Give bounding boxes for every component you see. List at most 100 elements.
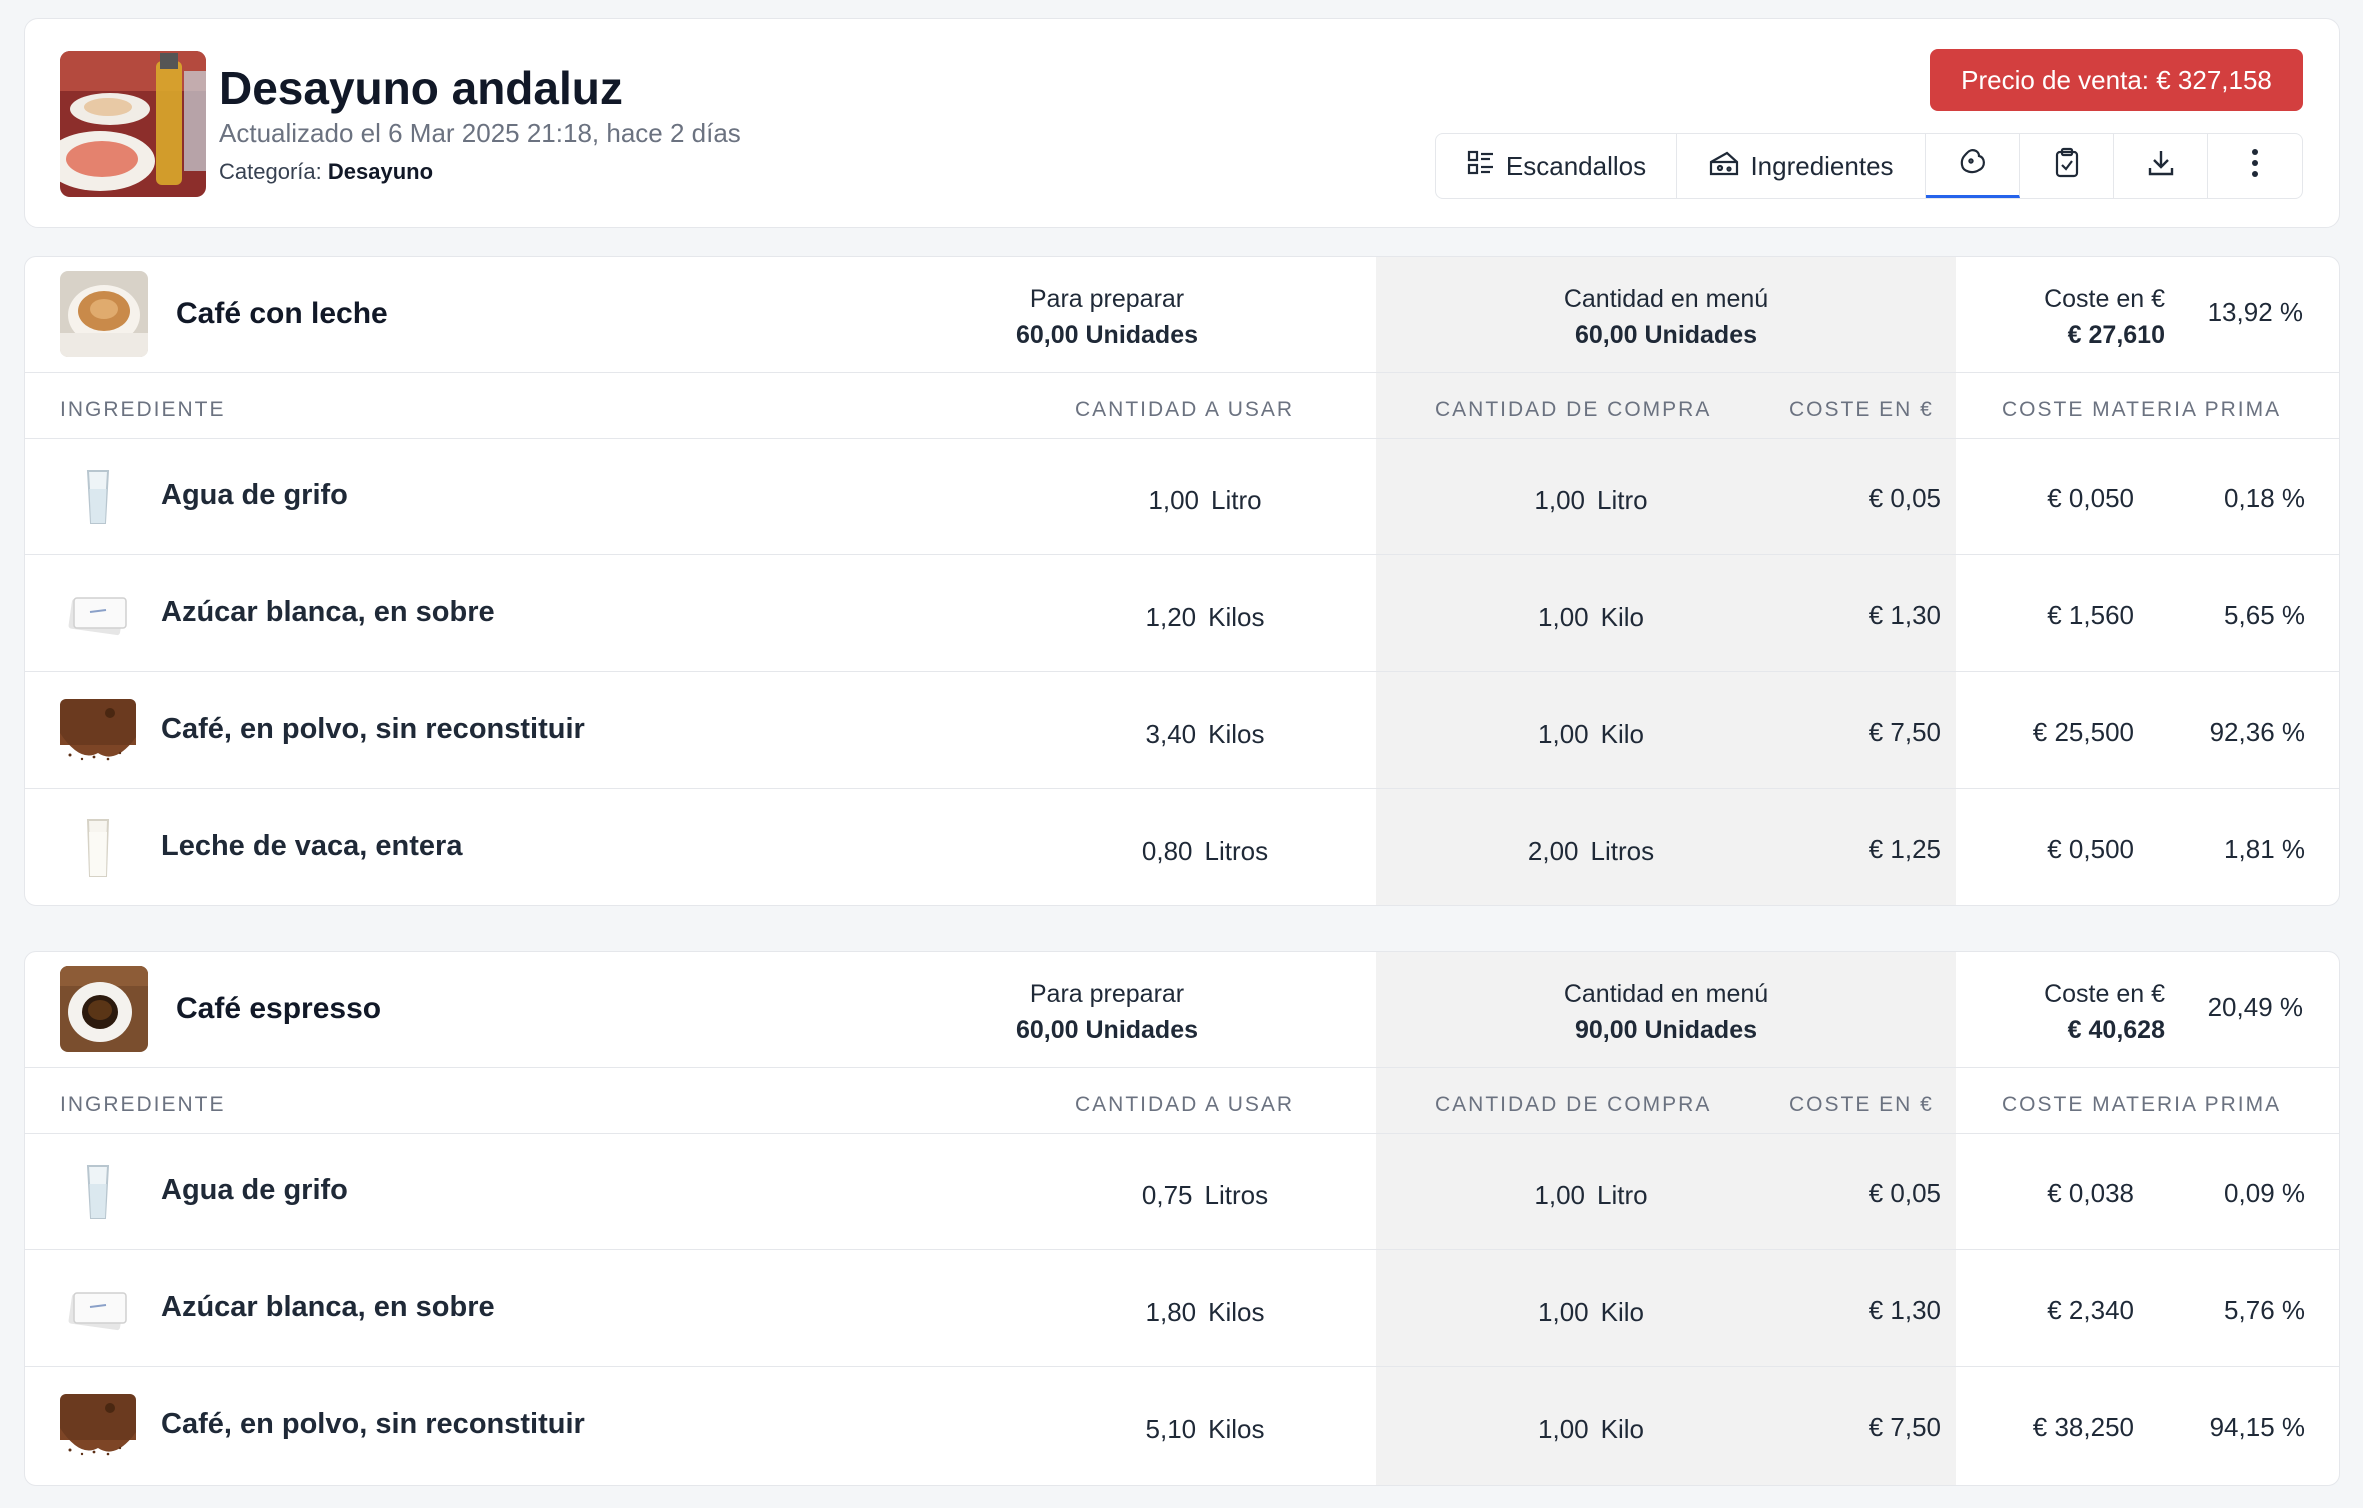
ingredient-row[interactable]: Azúcar blanca, en sobre 1,80 Kilos 1,00 Kilo…	[25, 1251, 2339, 1367]
use-quantity: 5,10 Kilos	[1105, 1414, 1305, 1445]
prep-value: 60,00 Unidades	[1015, 1016, 1199, 1044]
escandallos-label: Escandallos	[1505, 150, 1647, 181]
ingredient-row[interactable]: Café, en polvo, sin reconstituir 3,40 Kilo…	[25, 673, 2339, 789]
col-ingrediente: INGREDIENTE	[60, 398, 226, 421]
buy-quantity: 1,00 Kilo	[1491, 719, 1691, 750]
menu-quantity: Cantidad en menú 60,00 Unidades	[1516, 281, 1816, 353]
buy-qty-value: 1,00	[1538, 1297, 1589, 1327]
cost-label: Coste en €	[2044, 285, 2165, 313]
buy-qty-value: 1,00	[1538, 719, 1589, 749]
raw-material-cost: € 0,050	[2047, 483, 2134, 513]
buy-qty-unit: Litro	[1597, 1180, 1648, 1210]
allergens-tab[interactable]	[1926, 134, 2020, 198]
clipboard-button[interactable]	[2020, 134, 2114, 198]
download-button[interactable]	[2114, 134, 2208, 198]
ingredientes-label: Ingredientes	[1750, 150, 1894, 181]
col-coste: COSTE EN €	[1789, 398, 1934, 421]
recipe-percentage: 13,92 %	[2207, 297, 2303, 327]
buy-qty-value: 1,00	[1534, 485, 1586, 515]
menu-value: 90,00 Unidades	[1574, 1016, 1758, 1044]
use-qty-value: 1,20	[1145, 602, 1197, 632]
escandallos-button[interactable]: Escandallos	[1436, 134, 1677, 198]
menu-quantity: Cantidad en menú 90,00 Unidades	[1516, 976, 1816, 1048]
recipe-name: Café con leche	[176, 297, 388, 330]
col-coste: COSTE EN €	[1789, 1093, 1934, 1116]
use-quantity: 0,80 Litros	[1105, 836, 1305, 867]
raw-material-cost: € 2,340	[2047, 1295, 2134, 1325]
ingredientes-button[interactable]: Ingredientes	[1677, 134, 1926, 198]
milk-glass-icon	[60, 810, 136, 886]
recipe-cost: Coste en € € 40,628	[1965, 976, 2165, 1048]
buy-qty-value: 1,00	[1538, 1414, 1589, 1444]
sale-price-button[interactable]: Precio de venta: € 327,158	[1930, 49, 2303, 111]
ingredient-name: Azúcar blanca, en sobre	[161, 596, 495, 628]
prep-quantity: Para preparar 60,00 Unidades	[957, 281, 1257, 353]
recipe-summary-row[interactable]: Café espresso Para preparar 60,00 Unidad…	[25, 952, 2339, 1068]
ingredient-name: Café, en polvo, sin reconstituir	[161, 1408, 585, 1440]
prep-quantity: Para preparar 60,00 Unidades	[957, 976, 1257, 1048]
col-cantidad-compra: CANTIDAD DE COMPRA	[1435, 398, 1712, 421]
unit-cost: € 0,05	[1868, 1178, 1941, 1208]
cost-percentage: 0,09 %	[2224, 1178, 2305, 1208]
buy-quantity: 1,00 Kilo	[1491, 1414, 1691, 1445]
ingredient-row[interactable]: Azúcar blanca, en sobre 1,20 Kilos 1,00 Kilo…	[25, 556, 2339, 672]
download-icon	[2146, 148, 2176, 185]
buy-qty-unit: Litros	[1590, 836, 1655, 866]
use-qty-value: 1,00	[1148, 485, 1200, 515]
cost-value: € 27,610	[2067, 321, 2165, 349]
more-vertical-icon	[2250, 148, 2260, 185]
use-quantity: 1,80 Kilos	[1105, 1297, 1305, 1328]
category-label: Categoría:	[219, 159, 322, 184]
use-quantity: 0,75 Litros	[1105, 1180, 1305, 1211]
recipe-section: Café con leche Para preparar 60,00 Unida…	[24, 256, 2340, 906]
category-line: Categoría: Desayuno	[219, 159, 433, 185]
cost-value: € 40,628	[2067, 1016, 2165, 1044]
use-quantity: 1,20 Kilos	[1105, 602, 1305, 633]
ingredient-name: Azúcar blanca, en sobre	[161, 1291, 495, 1323]
ingredient-row[interactable]: Agua de grifo 0,75 Litros 1,00 Litro € 0,05 € …	[25, 1134, 2339, 1250]
menu-value: 60,00 Unidades	[1574, 321, 1758, 349]
use-qty-unit: Litros	[1204, 836, 1269, 866]
cafe-espresso-photo	[60, 966, 148, 1052]
ingredient-name: Café, en polvo, sin reconstituir	[161, 713, 585, 745]
use-qty-value: 1,80	[1145, 1297, 1197, 1327]
ingredient-name: Agua de grifo	[161, 479, 348, 511]
ingredient-row[interactable]: Agua de grifo 1,00 Litro 1,00 Litro € 0,05 € 0…	[25, 439, 2339, 555]
recipe-percentage: 20,49 %	[2207, 992, 2303, 1022]
recipe-cost: Coste en € € 27,610	[1965, 281, 2165, 353]
menu-label: Cantidad en menú	[1563, 285, 1769, 313]
sugar-sachet-icon	[60, 576, 136, 652]
ingredient-row[interactable]: Café, en polvo, sin reconstituir 5,10 Kilo…	[25, 1368, 2339, 1484]
ingredient-row[interactable]: Leche de vaca, entera 0,80 Litros 2,00 Litro…	[25, 790, 2339, 905]
recipe-name: Café espresso	[176, 992, 382, 1025]
cost-percentage: 1,81 %	[2224, 834, 2305, 864]
cost-percentage: 5,65 %	[2224, 600, 2305, 630]
col-cantidad-usar: CANTIDAD A USAR	[1075, 1093, 1295, 1116]
cost-percentage: 5,76 %	[2224, 1295, 2305, 1325]
col-ingrediente: INGREDIENTE	[60, 1093, 226, 1116]
toolbar: Escandallos Ingredientes	[1435, 133, 2303, 199]
cheese-icon	[1708, 148, 1740, 185]
cost-percentage: 94,15 %	[2209, 1412, 2305, 1442]
col-coste-materia: COSTE MATERIA PRIMA	[2002, 1093, 2282, 1116]
use-quantity: 1,00 Litro	[1105, 485, 1305, 516]
water-glass-icon	[60, 459, 136, 535]
prep-label: Para preparar	[1029, 285, 1185, 313]
raw-material-cost: € 0,500	[2047, 834, 2134, 864]
recipe-header-card: Desayuno andaluz Actualizado el 6 Mar 20…	[24, 18, 2340, 228]
use-qty-value: 0,80	[1141, 836, 1193, 866]
unit-cost: € 0,05	[1868, 483, 1941, 513]
use-qty-value: 3,40	[1145, 719, 1197, 749]
unit-cost: € 1,30	[1868, 1295, 1941, 1325]
table-header: INGREDIENTE CANTIDAD A USAR CANTIDAD DE …	[25, 381, 2339, 439]
more-options-button[interactable]	[2208, 134, 2302, 198]
buy-qty-value: 1,00	[1538, 602, 1589, 632]
use-qty-unit: Kilos	[1208, 719, 1265, 749]
unit-cost: € 1,25	[1868, 834, 1941, 864]
recipe-summary-row[interactable]: Café con leche Para preparar 60,00 Unida…	[25, 257, 2339, 373]
use-qty-value: 0,75	[1141, 1180, 1193, 1210]
prep-value: 60,00 Unidades	[1015, 321, 1199, 349]
purchase-columns-shade	[1376, 952, 1956, 1485]
unit-cost: € 7,50	[1868, 717, 1941, 747]
category-value: Desayuno	[327, 159, 434, 184]
